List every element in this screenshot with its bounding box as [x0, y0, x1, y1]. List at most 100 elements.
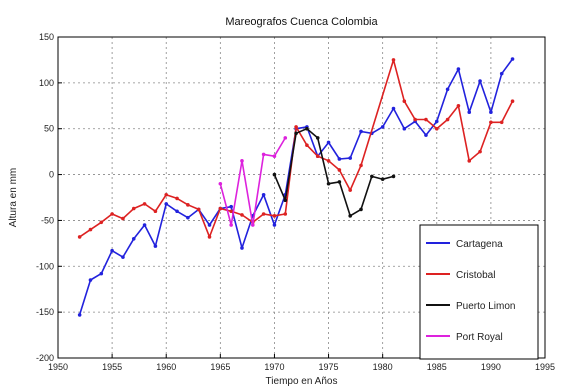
x-tick-label: 1980: [373, 362, 393, 372]
x-axis-label: Tiempo en Años: [266, 376, 338, 387]
legend-label: Port Royal: [456, 332, 503, 343]
data-point: [337, 157, 342, 161]
data-point: [272, 223, 277, 227]
y-axis-ticks: -200 -150 -100 -50 0 50 100 150: [36, 32, 62, 363]
data-point: [456, 103, 461, 108]
y-tick-label: -50: [41, 215, 54, 225]
data-point: [88, 278, 93, 282]
data-point: [99, 220, 104, 225]
series-layer: [77, 57, 515, 317]
data-point: [326, 181, 331, 186]
data-point: [294, 131, 298, 136]
data-point: [240, 246, 244, 250]
data-point: [229, 209, 233, 214]
data-point: [240, 213, 244, 217]
data-point: [261, 212, 266, 216]
data-point: [478, 149, 482, 154]
data-point: [283, 136, 288, 140]
data-point: [424, 133, 428, 137]
data-point: [326, 140, 331, 145]
data-point: [489, 110, 493, 115]
data-point: [175, 209, 179, 214]
data-point: [261, 152, 266, 157]
data-point: [348, 214, 353, 218]
data-point: [305, 143, 309, 148]
x-axis-ticks: 1950 1955 1960 1965 1970 1975 1980 1985 1990 1995: [48, 354, 555, 372]
x-tick-label: 1955: [102, 362, 122, 372]
data-point: [110, 248, 114, 253]
data-point: [380, 125, 385, 129]
x-tick-label: 1995: [535, 362, 555, 372]
y-axis-label: Altura en mm: [8, 168, 19, 227]
data-point: [348, 156, 353, 160]
data-point: [77, 235, 82, 239]
data-point: [413, 117, 417, 122]
x-tick-label: 1985: [427, 362, 447, 372]
data-point: [445, 87, 450, 92]
data-point: [456, 67, 461, 71]
data-point: [142, 223, 147, 227]
data-point: [218, 206, 223, 211]
data-point: [359, 129, 363, 134]
data-point: [196, 207, 201, 212]
series-cristobal: [77, 58, 515, 239]
y-tick-label: -100: [36, 261, 54, 271]
data-point: [337, 168, 342, 172]
data-point: [121, 255, 125, 259]
data-point: [305, 126, 309, 131]
y-tick-label: -200: [36, 353, 54, 363]
data-point: [478, 79, 482, 83]
data-point: [207, 235, 212, 239]
y-tick-label: 50: [44, 124, 54, 134]
series-line-cristobal: [79, 59, 514, 238]
data-point: [294, 125, 298, 129]
data-point: [402, 126, 407, 131]
data-point: [142, 202, 147, 206]
data-point: [121, 216, 125, 221]
data-point: [207, 223, 212, 227]
y-tick-label: 150: [39, 32, 54, 42]
data-point: [153, 244, 158, 248]
series-puerto-limon: [272, 126, 396, 218]
data-point: [229, 204, 233, 209]
legend-label: Cartagena: [456, 239, 503, 250]
data-point: [391, 106, 396, 111]
y-tick-label: -150: [36, 307, 54, 317]
data-point: [272, 172, 277, 177]
legend-label: Cristobal: [456, 270, 495, 281]
data-point: [272, 154, 277, 159]
data-point: [261, 192, 266, 197]
data-point: [391, 58, 396, 62]
data-point: [175, 196, 179, 201]
data-point: [110, 212, 114, 216]
data-point: [186, 203, 190, 207]
data-point: [337, 180, 342, 184]
data-point: [272, 214, 277, 218]
data-point: [131, 206, 136, 211]
data-point: [99, 271, 104, 276]
series-line-puerto-limon: [273, 127, 394, 217]
data-point: [499, 71, 504, 76]
data-point: [164, 192, 169, 197]
data-point: [370, 174, 374, 179]
x-tick-label: 1970: [264, 362, 284, 372]
data-point: [218, 181, 223, 186]
x-tick-label: 1960: [156, 362, 176, 372]
data-point: [88, 227, 93, 232]
data-point: [510, 99, 515, 103]
data-point: [489, 120, 493, 125]
x-tick-label: 1990: [481, 362, 501, 372]
data-point: [467, 159, 472, 163]
data-point: [359, 207, 363, 212]
data-point: [402, 99, 407, 103]
data-point: [348, 188, 353, 192]
data-point: [499, 120, 504, 125]
data-point: [434, 119, 439, 124]
data-point: [326, 159, 331, 163]
data-point: [359, 163, 363, 168]
data-point: [315, 154, 320, 159]
x-tick-label: 1975: [319, 362, 339, 372]
data-point: [240, 159, 244, 163]
data-point: [467, 110, 472, 115]
